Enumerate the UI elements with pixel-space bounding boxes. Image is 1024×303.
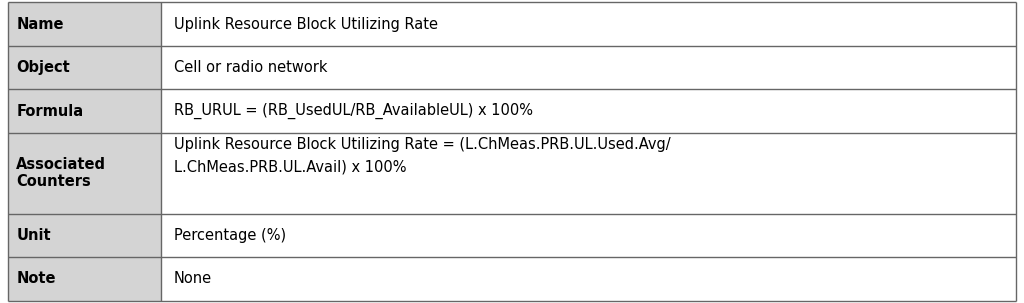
Text: Uplink Resource Block Utilizing Rate = (L.ChMeas.PRB.UL.Used.Avg/
L.ChMeas.PRB.U: Uplink Resource Block Utilizing Rate = (… [174, 137, 671, 174]
Bar [8, 214, 162, 257]
Text: Formula: Formula [16, 104, 84, 119]
Text: Cell or radio network: Cell or radio network [174, 60, 327, 75]
Bar [162, 214, 1016, 257]
Bar [162, 2, 1016, 46]
Bar [162, 46, 1016, 89]
Text: Percentage (%): Percentage (%) [174, 228, 286, 243]
Text: Uplink Resource Block Utilizing Rate: Uplink Resource Block Utilizing Rate [174, 17, 437, 32]
Bar [162, 133, 1016, 214]
Text: Note: Note [16, 271, 56, 286]
Text: None: None [174, 271, 212, 286]
Bar [8, 133, 162, 214]
Bar [162, 89, 1016, 133]
Bar [8, 46, 162, 89]
Bar [162, 257, 1016, 301]
Bar [8, 2, 162, 46]
Bar [8, 257, 162, 301]
Text: Associated
Counters: Associated Counters [16, 157, 106, 189]
Text: RB_URUL = (RB_UsedUL/RB_AvailableUL) x 100%: RB_URUL = (RB_UsedUL/RB_AvailableUL) x 1… [174, 103, 532, 119]
Text: Unit: Unit [16, 228, 51, 243]
Text: Name: Name [16, 17, 63, 32]
Bar [8, 89, 162, 133]
Text: Object: Object [16, 60, 70, 75]
